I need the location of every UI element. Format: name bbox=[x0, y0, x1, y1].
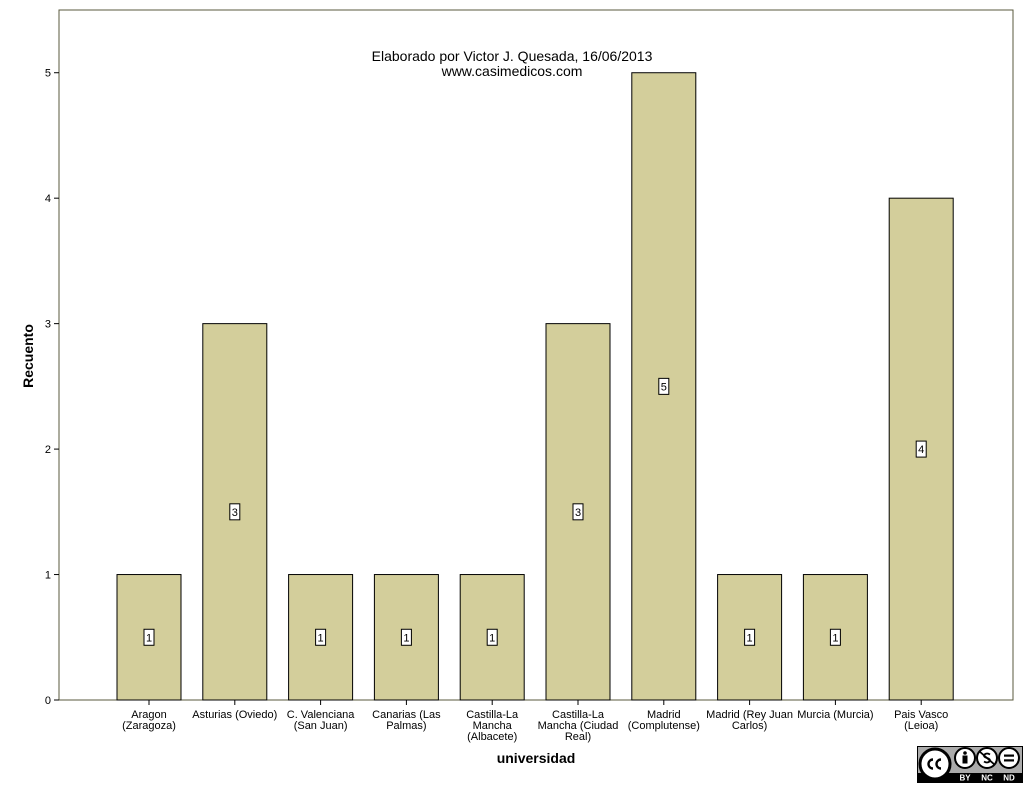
annotation-line: Elaborado por Victor J. Quesada, 16/06/2… bbox=[372, 48, 653, 64]
x-tick-label: Mancha bbox=[473, 720, 513, 732]
x-tick-label: Aragon bbox=[131, 709, 166, 721]
x-tick-label: Murcia (Murcia) bbox=[797, 709, 873, 721]
data-label-box bbox=[658, 377, 670, 395]
data-label: 1 bbox=[747, 632, 753, 644]
data-label: 3 bbox=[232, 507, 238, 519]
annotation-line: www.casimedicos.com bbox=[441, 63, 583, 79]
attribution-icon bbox=[954, 747, 976, 769]
plot-area bbox=[58, 9, 1014, 701]
x-tick-label: (Leioa) bbox=[904, 720, 938, 732]
x-tick-label: Castilla-La bbox=[466, 709, 519, 721]
x-tick-label: Canarias (Las bbox=[372, 709, 441, 721]
x-axis-title: universidad bbox=[497, 750, 576, 766]
data-label: 5 bbox=[661, 381, 667, 393]
y-tick-label: 3 bbox=[45, 319, 51, 331]
x-tick-label: Palmas) bbox=[386, 720, 426, 732]
data-label-box bbox=[915, 440, 927, 458]
x-tick-label: Real) bbox=[565, 731, 591, 743]
license-nd-label: ND bbox=[1003, 774, 1015, 783]
data-label-box bbox=[400, 628, 412, 646]
data-label: 1 bbox=[489, 632, 495, 644]
x-tick-label: (Complutense) bbox=[628, 720, 700, 732]
data-label-box bbox=[572, 503, 584, 521]
data-label-box bbox=[744, 628, 756, 646]
chart-annotation: Elaborado por Victor J. Quesada, 16/06/2… bbox=[372, 48, 653, 79]
category-labels: Aragon(Zaragoza) Asturias (Oviedo) C. Vale… bbox=[122, 700, 948, 743]
cc-icon bbox=[918, 747, 952, 781]
y-tick-label: 4 bbox=[45, 193, 51, 205]
x-tick-label: (Zaragoza) bbox=[122, 720, 176, 732]
data-label-box bbox=[486, 628, 498, 646]
data-label: 1 bbox=[832, 632, 838, 644]
data-label-box bbox=[229, 503, 241, 521]
noncommercial-icon bbox=[976, 747, 998, 769]
data-label: 1 bbox=[146, 632, 152, 644]
y-axis-title: Recuento bbox=[20, 324, 36, 388]
x-tick-label: (San Juan) bbox=[294, 720, 348, 732]
y-tick-label: 1 bbox=[45, 570, 51, 582]
data-label: 1 bbox=[318, 632, 324, 644]
x-tick-label: Asturias (Oviedo) bbox=[192, 709, 277, 721]
data-label: 3 bbox=[575, 507, 581, 519]
data-label-box bbox=[143, 628, 155, 646]
x-tick-label: (Albacete) bbox=[467, 731, 517, 743]
x-tick-label: C. Valenciana bbox=[287, 709, 356, 721]
x-tick-label: Madrid bbox=[647, 709, 681, 721]
license-by-label: BY bbox=[959, 774, 971, 783]
x-tick-label: Pais Vasco bbox=[894, 709, 948, 721]
x-tick-label: Castilla-La bbox=[552, 709, 605, 721]
x-tick-label: Carlos) bbox=[732, 720, 767, 732]
noderivatives-icon bbox=[998, 747, 1020, 769]
data-label-box bbox=[315, 628, 327, 646]
y-tick-label: 2 bbox=[45, 444, 51, 456]
x-tick-label: Mancha (Ciudad bbox=[538, 720, 619, 732]
bars: 1 3 1 1 1 3 5 1 1 4 bbox=[116, 72, 954, 701]
license-nc-label: NC bbox=[981, 774, 993, 783]
data-label: 1 bbox=[403, 632, 409, 644]
data-label-box bbox=[829, 628, 841, 646]
x-tick-label: Madrid (Rey Juan bbox=[706, 709, 793, 721]
y-axis: 0 1 2 3 4 5 bbox=[45, 68, 59, 707]
cc-license-badge: BY NC ND bbox=[917, 746, 1023, 783]
y-tick-label: 0 bbox=[45, 695, 51, 707]
y-tick-label: 5 bbox=[45, 68, 51, 80]
data-label: 4 bbox=[918, 444, 924, 456]
